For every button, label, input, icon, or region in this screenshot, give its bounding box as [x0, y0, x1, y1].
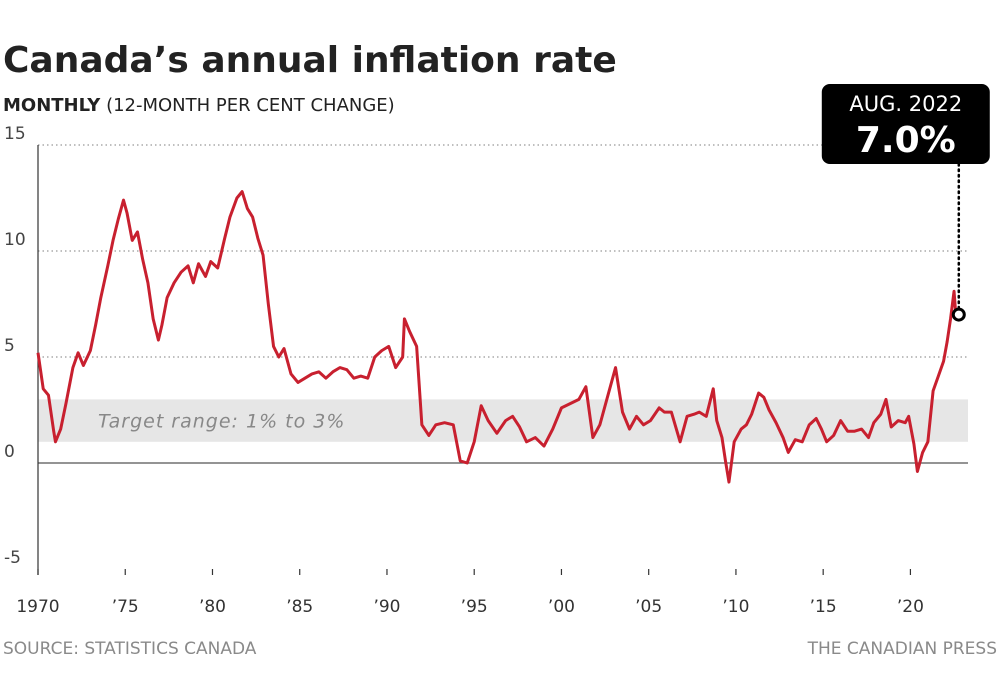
x-tick-label: ’90 [373, 597, 400, 617]
y-tick-label: 10 [4, 230, 26, 250]
source: SOURCE: STATISTICS CANADA [3, 639, 257, 659]
target-label: Target range: 1% to 3% [98, 411, 345, 433]
subtitle-text: (12-MONTH PER CENT CHANGE) [106, 95, 395, 116]
series-line [36, 190, 958, 484]
subtitle: MONTHLY (12-MONTH PER CENT CHANGE) [3, 95, 395, 116]
x-tick-label: ’95 [461, 597, 488, 617]
y-tick-label: 15 [4, 124, 26, 144]
plot-area: Target range: 1% to 3% 15 10 5 0 -5 1970 ’75 ’80… [4, 84, 990, 617]
x-tick-label: ’85 [286, 597, 313, 617]
annotation-box [821, 84, 990, 164]
x-tick-label: ’05 [635, 597, 662, 617]
x-tick-label: 1970 [16, 597, 59, 617]
chart-title: Canada’s annual inflation rate [3, 40, 617, 81]
subtitle-bold: MONTHLY [3, 95, 101, 116]
annotation-point [951, 307, 966, 322]
x-tick-label: ’75 [112, 597, 139, 617]
x-tick-label: ’00 [548, 597, 575, 617]
y-tick-label: -5 [4, 548, 21, 568]
x-tick-label: ’15 [810, 597, 837, 617]
annotation-value: 7.0% [856, 120, 956, 161]
y-tick-label: 5 [4, 336, 15, 356]
x-tick-label: ’20 [897, 597, 924, 617]
x-tick-label: ’10 [722, 597, 749, 617]
y-tick-label: 0 [4, 442, 15, 462]
credit: THE CANADIAN PRESS [807, 639, 997, 659]
annotation-date: AUG. 2022 [849, 92, 962, 116]
x-tick-label: ’80 [199, 597, 226, 617]
